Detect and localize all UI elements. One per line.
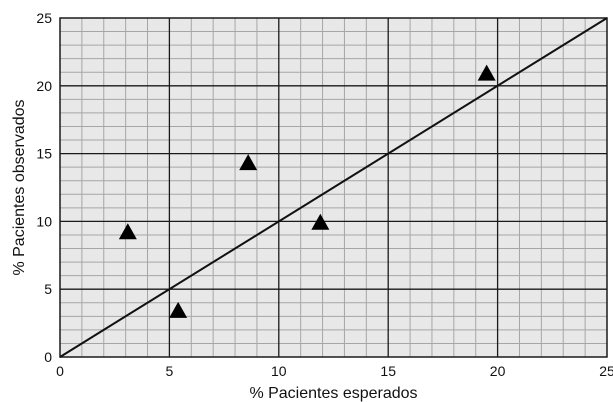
x-axis-ticks: 0 5 10 15 20 25 — [56, 363, 613, 379]
data-point-triangle — [311, 213, 330, 230]
x-tick-label: 0 — [56, 363, 64, 379]
plot-frame — [59, 17, 608, 358]
x-tick-label: 15 — [380, 363, 396, 379]
y-tick-label: 5 — [44, 281, 52, 297]
y-tick-label: 0 — [44, 349, 52, 365]
y-tick-label: 20 — [36, 78, 52, 94]
y-tick-label: 10 — [36, 213, 52, 229]
minor-grid — [60, 18, 607, 357]
y-tick-label: 25 — [36, 10, 52, 26]
x-tick-label: 10 — [271, 363, 287, 379]
x-axis-title: % Pacientes esperados — [249, 385, 417, 402]
major-grid — [60, 18, 607, 357]
data-point-triangle — [169, 301, 188, 318]
data-point-triangle — [239, 154, 258, 171]
y-axis-ticks: 0 5 10 15 20 25 — [36, 10, 52, 365]
x-tick-label: 25 — [599, 363, 613, 379]
y-axis-title: % Pacientes observados — [11, 99, 28, 275]
reference-line — [59, 17, 608, 358]
data-points — [118, 64, 496, 318]
x-tick-label: 5 — [166, 363, 174, 379]
data-point-triangle — [477, 64, 496, 81]
y-tick-label: 15 — [36, 146, 52, 162]
x-tick-label: 20 — [490, 363, 506, 379]
data-point-triangle — [118, 223, 137, 240]
